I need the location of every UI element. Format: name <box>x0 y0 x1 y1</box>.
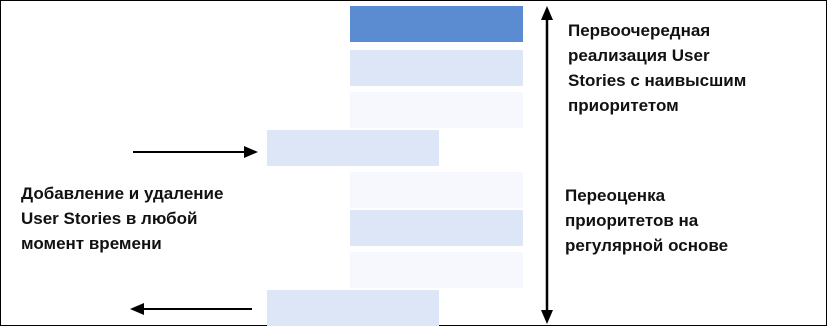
backlog-item <box>350 210 523 246</box>
remove-arrow <box>130 303 252 315</box>
top-priority-label: Первоочередная реализация User Stories с… <box>568 21 747 115</box>
backlog-item <box>350 92 523 128</box>
add-arrow <box>133 146 258 158</box>
backlog-item-top-priority <box>350 6 523 42</box>
backlog-item-removed <box>267 290 439 326</box>
backlog-item <box>350 172 523 208</box>
backlog-item <box>350 252 523 288</box>
reprioritize-label: Переоценка приоритетов на регулярной осн… <box>565 186 729 255</box>
backlog-item <box>350 50 523 86</box>
add-remove-label: Добавление и удаление User Stories в люб… <box>21 184 224 253</box>
backlog-item-inserted <box>267 130 439 166</box>
priority-double-arrow <box>541 6 553 324</box>
